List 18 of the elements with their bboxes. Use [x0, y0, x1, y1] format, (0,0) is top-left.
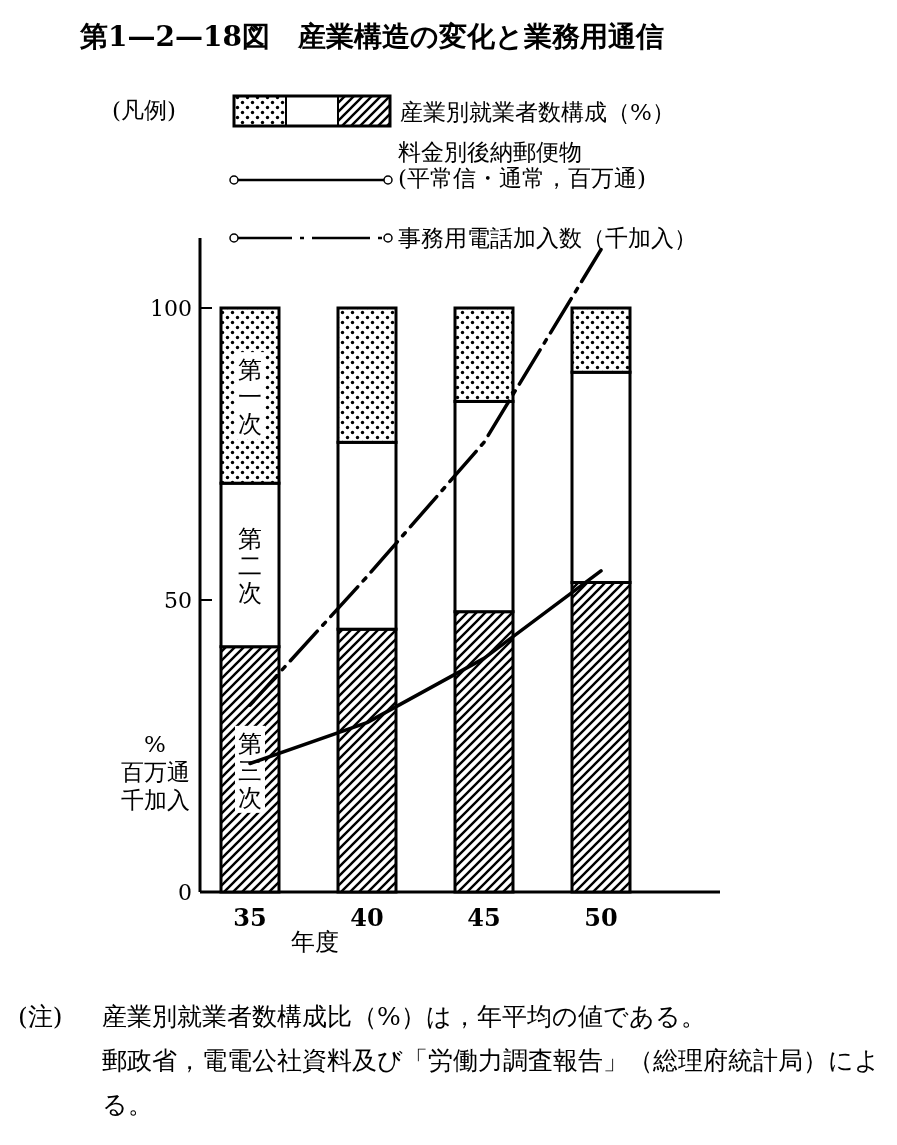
text: (注): [18, 1001, 63, 1033]
legend-title: (凡例): [112, 97, 176, 123]
y-tick-label: 50: [164, 588, 192, 613]
series-label: 第二次: [238, 525, 262, 608]
x-tick-label: 35: [233, 903, 267, 932]
y-axis-title: %百万通千加入: [120, 731, 190, 813]
text: 産業別就業者数構成比（%）は，年平均の値である。: [102, 1001, 707, 1033]
text: 産業別就業者数構成（%）: [400, 99, 675, 125]
y-tick-label: 100: [150, 296, 192, 321]
chart-title: 第1—2—18図 産業構造の変化と業務用通信: [79, 20, 664, 53]
legend-label: 料金別後納郵便物 (平常信・通常，百万通): [398, 139, 646, 191]
y-tick-label: 0: [178, 880, 192, 905]
x-tick-label: 40: [350, 903, 384, 932]
x-axis-title: 年度: [291, 928, 339, 956]
x-tick-label: 45: [467, 903, 501, 932]
text: 郵政省，電電公社資料及び「労働力調査報告」（総理府統計局）による。: [102, 1045, 881, 1121]
x-tick-label: 50: [584, 903, 618, 932]
series-label: 第一次: [238, 356, 262, 439]
